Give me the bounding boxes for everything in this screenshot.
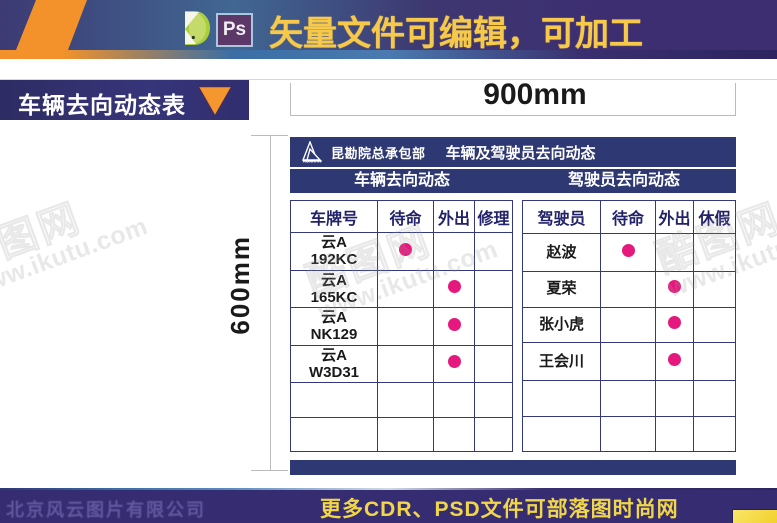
svg-text:KUNKAN: KUNKAN <box>303 159 321 164</box>
